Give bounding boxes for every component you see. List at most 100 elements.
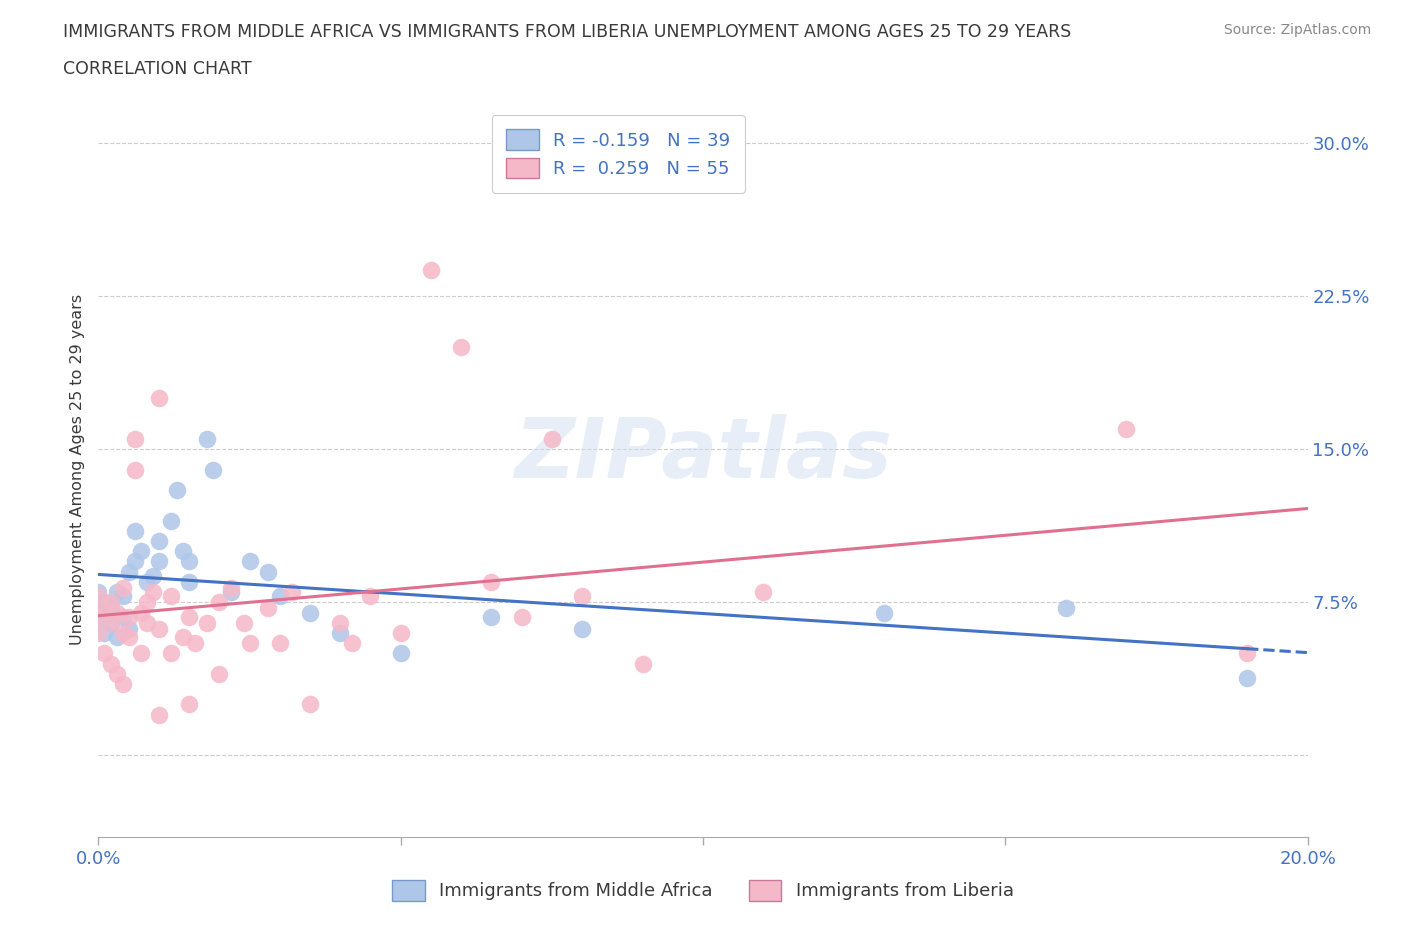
Point (269, 636, 291, 651)
Point (166, 483, 188, 498)
Point (481, 575, 503, 590)
Point (172, 630, 194, 644)
Legend: R = -0.159   N = 39, R =  0.259   N = 55: R = -0.159 N = 39, R = 0.259 N = 55 (492, 115, 745, 193)
Text: IMMIGRANTS FROM MIDDLE AFRICA VS IMMIGRANTS FROM LIBERIA UNEMPLOYMENT AMONG AGES: IMMIGRANTS FROM MIDDLE AFRICA VS IMMIGRA… (63, 23, 1071, 41)
Point (184, 636, 207, 651)
Point (100, 595, 122, 610)
Point (179, 575, 201, 590)
Point (342, 636, 364, 651)
Point (87, 609, 110, 624)
Point (105, 630, 128, 644)
Point (87, 626, 110, 641)
Point (1054, 601, 1077, 616)
Point (124, 432, 146, 446)
Point (873, 605, 896, 620)
Point (179, 554, 201, 569)
Point (111, 580, 134, 595)
Text: Source: ZipAtlas.com: Source: ZipAtlas.com (1223, 23, 1371, 37)
Point (135, 595, 157, 610)
Point (631, 656, 654, 671)
Point (142, 568, 165, 583)
Point (160, 513, 183, 528)
Point (232, 616, 254, 631)
Legend: Immigrants from Middle Africa, Immigrants from Liberia: Immigrants from Middle Africa, Immigrant… (381, 870, 1025, 911)
Point (105, 585, 128, 600)
Point (100, 601, 122, 616)
Point (160, 646, 183, 661)
Point (160, 589, 183, 604)
Point (239, 554, 262, 569)
Point (111, 589, 134, 604)
Point (142, 585, 165, 600)
Point (129, 646, 152, 661)
Point (195, 432, 218, 446)
Point (87, 589, 110, 604)
Text: ZIPatlas: ZIPatlas (515, 415, 891, 496)
Point (389, 646, 412, 661)
Point (1236, 646, 1258, 661)
Point (299, 697, 322, 711)
Point (450, 339, 472, 354)
Point (111, 676, 134, 691)
Point (135, 616, 157, 631)
Point (360, 589, 382, 604)
Point (481, 609, 503, 624)
Point (111, 626, 134, 641)
Point (118, 565, 141, 579)
Point (148, 554, 170, 569)
Point (540, 432, 562, 446)
Point (93, 601, 115, 616)
Point (124, 554, 146, 569)
Point (118, 630, 141, 644)
Point (256, 601, 278, 616)
Text: CORRELATION CHART: CORRELATION CHART (63, 60, 252, 78)
Point (172, 544, 194, 559)
Point (239, 636, 262, 651)
Point (105, 605, 128, 620)
Point (148, 621, 170, 636)
Point (148, 534, 170, 549)
Point (299, 605, 322, 620)
Point (93, 646, 115, 661)
Point (420, 262, 443, 277)
Point (87, 605, 110, 620)
Point (93, 595, 115, 610)
Point (329, 616, 352, 631)
Point (148, 391, 170, 405)
Point (208, 595, 231, 610)
Point (1236, 671, 1258, 685)
Y-axis label: Unemployment Among Ages 25 to 29 years: Unemployment Among Ages 25 to 29 years (70, 294, 86, 645)
Point (329, 626, 352, 641)
Point (135, 575, 157, 590)
Point (221, 585, 243, 600)
Point (87, 585, 110, 600)
Point (93, 626, 115, 641)
Point (195, 616, 218, 631)
Point (269, 589, 291, 604)
Point (105, 666, 128, 681)
Point (1115, 421, 1137, 436)
Point (118, 609, 141, 624)
Point (118, 621, 141, 636)
Point (148, 707, 170, 722)
Point (129, 544, 152, 559)
Point (571, 621, 593, 636)
Point (221, 580, 243, 595)
Point (389, 626, 412, 641)
Point (124, 524, 146, 538)
Point (510, 609, 533, 624)
Point (179, 609, 201, 624)
Point (100, 616, 122, 631)
Point (111, 609, 134, 624)
Point (129, 605, 152, 620)
Point (179, 697, 201, 711)
Point (256, 565, 278, 579)
Point (87, 609, 110, 624)
Point (124, 462, 146, 477)
Point (208, 666, 231, 681)
Point (100, 656, 122, 671)
Point (100, 616, 122, 631)
Point (281, 585, 304, 600)
Point (202, 462, 225, 477)
Point (752, 585, 775, 600)
